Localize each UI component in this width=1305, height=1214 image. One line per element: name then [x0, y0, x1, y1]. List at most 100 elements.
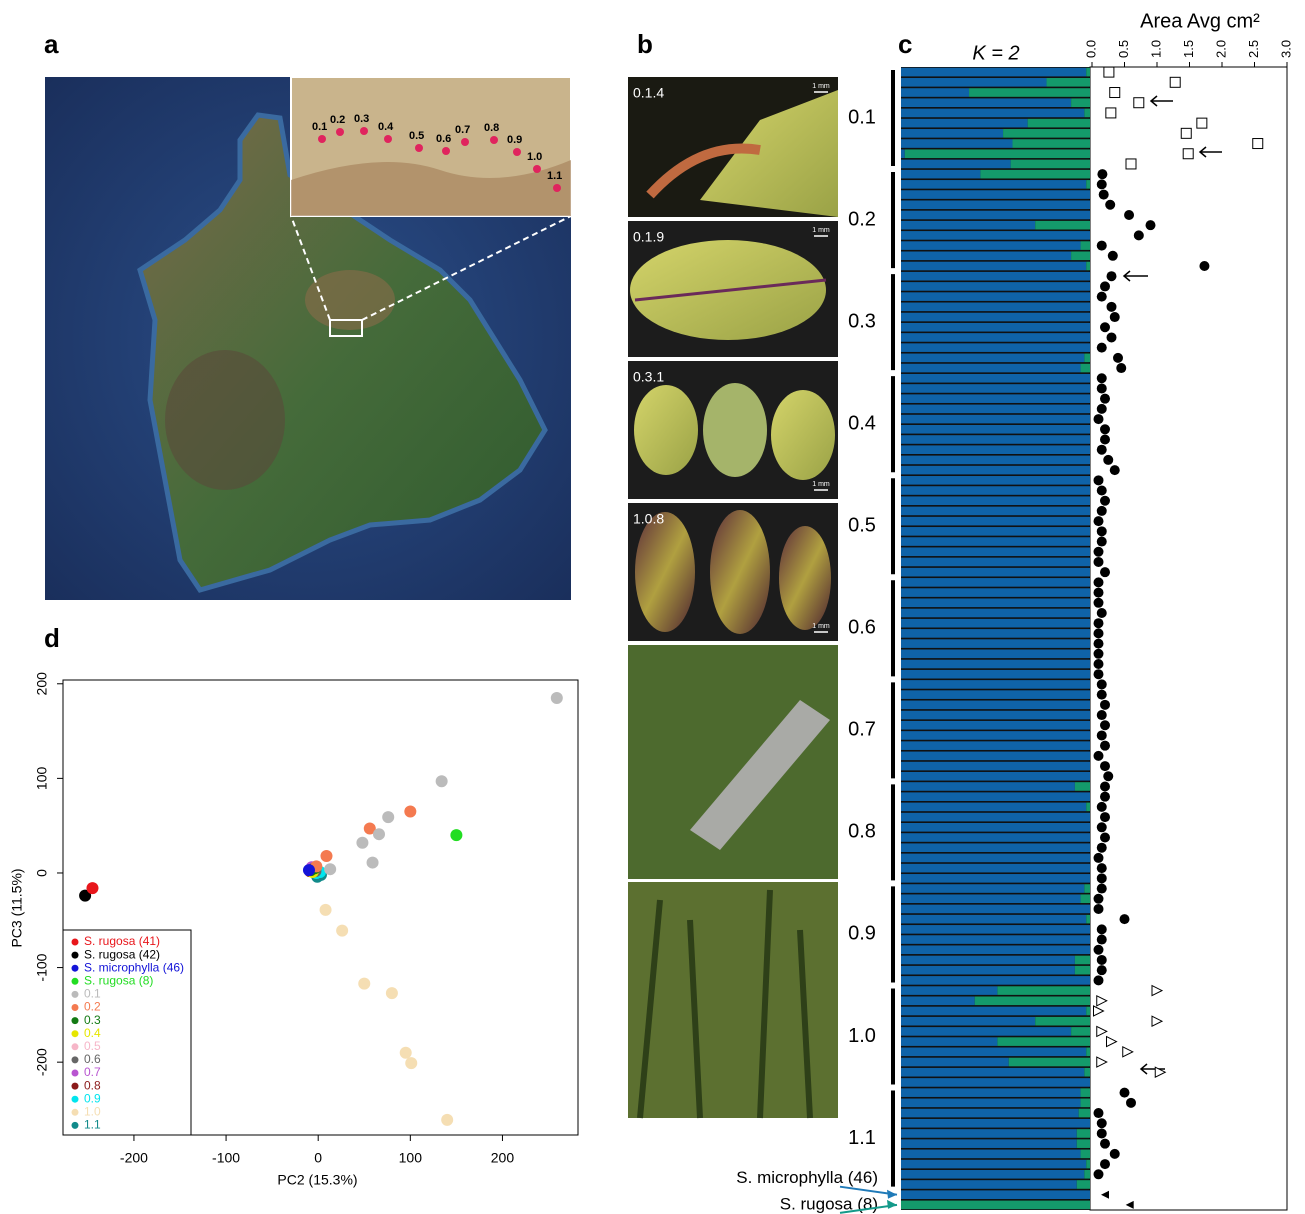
group-label: 0.5 [848, 515, 876, 537]
area-point [1097, 822, 1107, 832]
area-point [1097, 924, 1107, 934]
cluster-2-bar [1084, 109, 1090, 118]
area-point [1100, 567, 1110, 577]
cluster-1-bar [901, 119, 1028, 128]
area-point [1094, 1108, 1104, 1118]
area-point [1094, 588, 1104, 598]
volcano [165, 350, 285, 490]
site-label: 0.8 [484, 122, 499, 134]
site-label: 0.1 [312, 121, 327, 133]
legend-label: 1.1 [84, 1118, 101, 1132]
photo-label: 1.0.8 [633, 511, 664, 527]
cluster-1-bar [901, 180, 1086, 189]
area-point [1097, 1026, 1107, 1036]
x-tick-label: 2.5 [1246, 40, 1261, 58]
point [367, 857, 379, 869]
point [336, 925, 348, 937]
group-label: 0.8 [848, 821, 876, 843]
figure: 0.10.20.30.40.50.60.70.80.91.01.1 0.1.41… [0, 0, 1305, 1214]
y-axis-title: PC3 (11.5%) [9, 868, 25, 947]
area-point [1100, 1159, 1110, 1169]
area-point [1097, 884, 1107, 894]
legend-marker [72, 1017, 79, 1024]
area-point [1107, 1037, 1117, 1047]
cluster-1-bar [901, 854, 1090, 863]
y-tick-label: -200 [34, 1048, 50, 1076]
cluster-2-bar [1086, 1007, 1090, 1016]
cluster-2-bar [1075, 782, 1090, 791]
point [450, 829, 462, 841]
site-point [336, 128, 344, 136]
cluster-1-bar [901, 935, 1090, 944]
structure-label: K = 2 [972, 42, 1019, 64]
axis-title: Area Avg cm² [1140, 10, 1260, 32]
x-tick-label: 0.0 [1083, 40, 1098, 58]
legend-label: 0.4 [84, 1026, 101, 1040]
area-point [1097, 679, 1107, 689]
area-point [1100, 1139, 1110, 1149]
area-point [1097, 169, 1107, 179]
area-point [1100, 833, 1110, 843]
site-point [318, 135, 326, 143]
cluster-1-bar [901, 1088, 1081, 1097]
area-point [1126, 159, 1136, 169]
reference-label: S. microphylla (46) [736, 1168, 878, 1187]
area-point [1134, 98, 1144, 108]
area-point [1107, 271, 1117, 281]
cluster-1-bar [901, 527, 1090, 536]
cluster-1-bar [901, 231, 1090, 240]
cluster-2-bar [1035, 1017, 1090, 1026]
cluster-1-bar [901, 701, 1090, 710]
x-tick-label: 2.0 [1213, 40, 1228, 58]
point [382, 811, 394, 823]
cluster-2-bar [1081, 1088, 1090, 1097]
area-point [1199, 261, 1209, 271]
area-point [1104, 67, 1114, 77]
cluster-2-bar [1081, 1099, 1090, 1108]
site-label: 0.5 [409, 130, 424, 142]
leaf [634, 385, 698, 475]
area-point [1100, 720, 1110, 730]
area-point [1100, 741, 1110, 751]
area-point [1094, 904, 1104, 914]
area-point [1124, 210, 1134, 220]
leaf [710, 510, 770, 634]
cluster-1-bar [901, 629, 1090, 638]
cluster-1-bar [901, 558, 1090, 567]
legend-marker [72, 952, 79, 959]
area-point [1103, 455, 1113, 465]
leaf [635, 512, 695, 632]
cluster-1-bar [901, 98, 1071, 107]
group-label: 1.0 [848, 1025, 876, 1047]
cluster-1-bar [901, 1129, 1077, 1138]
photo [628, 645, 838, 879]
area-point [1107, 302, 1117, 312]
cluster-1-bar [901, 1007, 1086, 1016]
area-point [1097, 935, 1107, 945]
area-point [1197, 118, 1207, 128]
area-point [1094, 1006, 1104, 1016]
legend-label: S. rugosa (42) [84, 947, 160, 961]
area-point [1110, 1149, 1120, 1159]
group-label: 0.6 [848, 617, 876, 639]
area-point [1097, 843, 1107, 853]
area-point [1123, 1047, 1133, 1057]
arrow [1151, 96, 1173, 106]
area-point [1097, 383, 1107, 393]
area-point [1146, 220, 1156, 230]
cluster-1-bar [901, 190, 1090, 199]
cluster-2-bar [1086, 803, 1090, 812]
cluster-1-bar [901, 354, 1084, 363]
cluster-1-bar [901, 782, 1075, 791]
site-label: 0.2 [330, 114, 345, 126]
area-point [1097, 506, 1107, 516]
legend-marker [72, 1109, 79, 1116]
cluster-1-bar [901, 1048, 1086, 1057]
cluster-1-bar [901, 884, 1084, 893]
area-point [1116, 363, 1126, 373]
cluster-1-bar [901, 1180, 1077, 1189]
cluster-1-bar [901, 1170, 1084, 1179]
cluster-1-bar [901, 680, 1090, 689]
panel-label: d [44, 623, 60, 653]
cluster-1-bar [901, 486, 1090, 495]
